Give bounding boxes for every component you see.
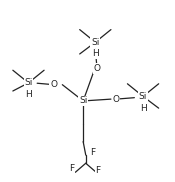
- Text: Si: Si: [24, 78, 33, 87]
- Text: F: F: [90, 148, 95, 157]
- Text: F: F: [95, 166, 100, 175]
- Text: Si: Si: [91, 38, 100, 47]
- Text: H: H: [92, 50, 99, 58]
- Text: Si: Si: [139, 92, 147, 101]
- Text: H: H: [25, 90, 32, 99]
- Text: O: O: [94, 64, 101, 73]
- Text: F: F: [69, 164, 74, 173]
- Text: O: O: [113, 95, 120, 104]
- Text: H: H: [140, 104, 146, 113]
- Text: O: O: [50, 80, 57, 89]
- Text: Si: Si: [79, 96, 87, 105]
